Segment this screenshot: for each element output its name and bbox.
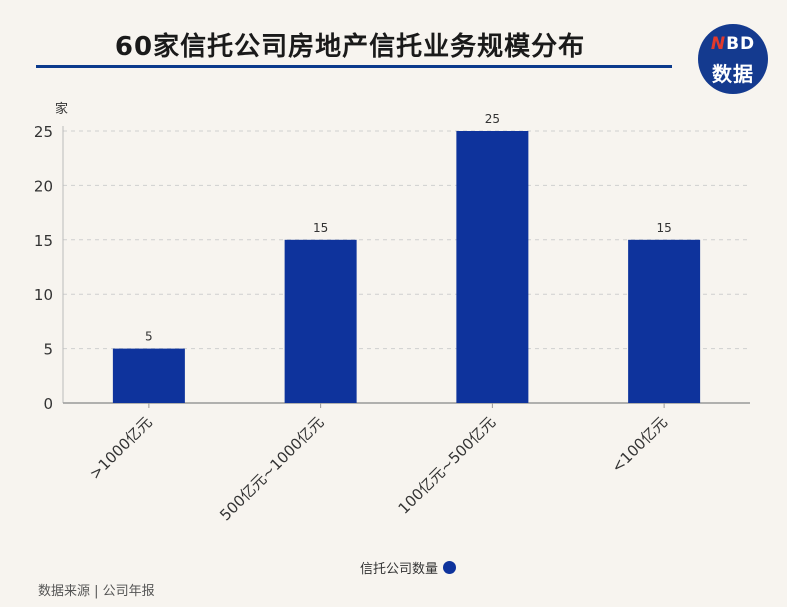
data-label: 15	[313, 221, 328, 235]
y-tick-label: 5	[43, 341, 53, 359]
bar	[456, 131, 529, 403]
data-label: 5	[145, 330, 153, 344]
y-tick-label: 20	[34, 177, 53, 195]
x-tick-label: >1000亿元	[86, 413, 156, 483]
data-label: 15	[656, 221, 671, 235]
data-label: 25	[485, 112, 500, 126]
x-tick-label: 500亿元~1000亿元	[216, 413, 327, 524]
legend-marker	[443, 561, 457, 574]
logo-bottom-text: 数据	[712, 62, 754, 86]
chart-title: 60家信托公司房地产信托业务规模分布	[114, 32, 586, 62]
data-source: 数据来源 | 公司年报	[38, 584, 155, 599]
title-underline	[36, 65, 672, 68]
legend-label: 信托公司数量	[360, 562, 439, 577]
bar	[628, 239, 701, 403]
bars	[112, 131, 701, 403]
legend[interactable]: 信托公司数量	[360, 558, 457, 577]
x-tick-label: 100亿元~500亿元	[395, 413, 500, 518]
bar	[112, 348, 185, 403]
y-tick-label: 0	[43, 395, 53, 413]
logo-top-letters: BD	[726, 34, 756, 54]
y-tick-label: 15	[34, 232, 53, 250]
x-tick-label: <100亿元	[608, 413, 671, 476]
logo-top-text: NBD	[698, 34, 768, 54]
bar	[284, 239, 357, 403]
nbd-logo: NBD 数据	[698, 24, 768, 94]
y-axis-unit-label: 家	[55, 101, 68, 117]
logo-accent-letter: N	[710, 34, 727, 54]
y-tick-label: 25	[34, 123, 53, 141]
y-tick-label: 10	[34, 286, 53, 304]
